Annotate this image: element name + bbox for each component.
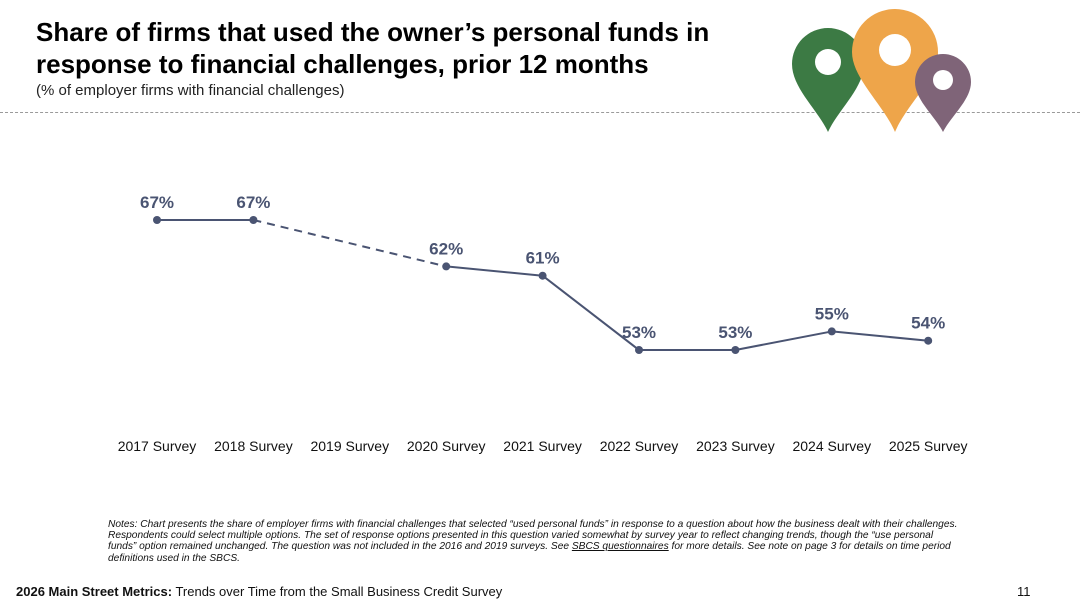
notes-text-end: for more details. See note on page 3 for… xyxy=(108,541,951,564)
data-point xyxy=(442,262,451,271)
series-line-segment xyxy=(541,274,640,351)
series-gap-dashed-line xyxy=(253,219,447,268)
data-label: 53% xyxy=(718,323,752,342)
notes-text: Notes: Chart presents the share of emplo… xyxy=(108,519,958,553)
data-label: 67% xyxy=(140,193,174,212)
data-point xyxy=(635,346,643,354)
x-tick-label: 2021 Survey xyxy=(503,438,582,454)
x-tick-label: 2018 Survey xyxy=(214,438,293,454)
x-tick-label: 2019 Survey xyxy=(310,438,389,454)
sbcs-questionnaires-link[interactable]: SBCS questionnaires xyxy=(571,541,669,553)
x-tick-label: 2024 Survey xyxy=(792,438,871,454)
series-line-segment xyxy=(735,330,832,351)
data-label: 54% xyxy=(911,314,945,333)
series-line-segment xyxy=(446,265,543,277)
page-number: 11 xyxy=(1017,584,1031,599)
data-point xyxy=(538,271,547,280)
series-line-segment xyxy=(831,330,929,342)
data-label: 62% xyxy=(429,239,463,258)
data-label: 53% xyxy=(622,323,656,342)
x-tick-label: 2022 Survey xyxy=(600,438,679,454)
map-pins-logo xyxy=(792,9,971,132)
footer-report-name: 2026 Main Street Metrics: xyxy=(16,584,173,599)
data-point xyxy=(153,216,161,224)
data-point xyxy=(249,216,258,224)
footer: 2026 Main Street Metrics: Trends over Ti… xyxy=(16,584,502,599)
data-point xyxy=(731,346,740,354)
page-title: Share of firms that used the owner’s per… xyxy=(36,17,710,79)
x-tick-label: 2017 Survey xyxy=(118,438,197,454)
data-point xyxy=(924,336,933,345)
chart-notes: Notes: Chart presents the share of emplo… xyxy=(108,519,958,564)
map-pin-green-icon xyxy=(792,28,864,132)
data-label: 55% xyxy=(815,304,849,323)
footer-report-subtitle: Trends over Time from the Small Business… xyxy=(172,584,503,599)
x-tick-label: 2025 Survey xyxy=(889,438,968,454)
map-pin-orange-icon xyxy=(852,9,938,132)
data-label: 61% xyxy=(526,249,560,268)
page-subtitle: (% of employer firms with financial chal… xyxy=(36,82,345,99)
data-label: 67% xyxy=(236,193,270,212)
line-chart: 67% 67% 62% 61% 53% 53% 55% 54% 2017 Survey 2018 … xyxy=(118,193,968,454)
x-tick-label: 2023 Survey xyxy=(696,438,775,454)
header-divider xyxy=(0,112,1080,113)
x-tick-label: 2020 Survey xyxy=(407,438,486,454)
map-pin-purple-icon xyxy=(915,54,971,132)
data-point xyxy=(827,327,836,336)
